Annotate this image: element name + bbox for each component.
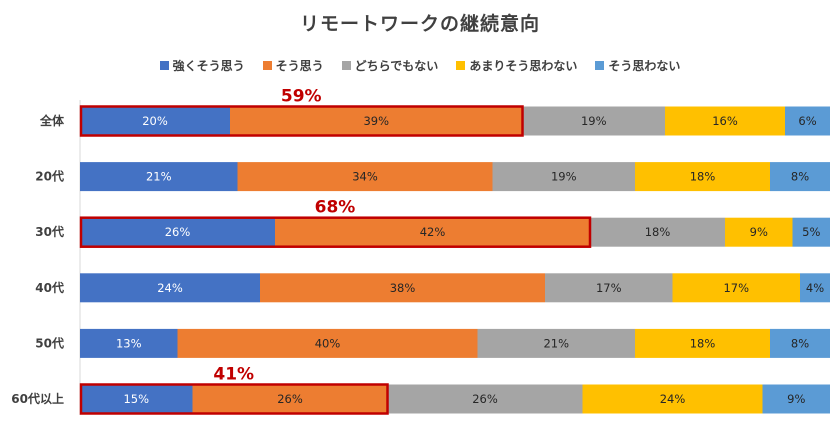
bar-segment: [792, 217, 830, 247]
data-label: 8%: [791, 170, 809, 184]
data-label: 4%: [806, 281, 824, 295]
bar-segment: [545, 273, 673, 303]
category-label: 40代: [35, 280, 64, 295]
highlight-box: [79, 383, 389, 415]
legend-item: 強くそう思う: [159, 57, 245, 74]
data-label: 38%: [390, 281, 416, 295]
bar-segment: [725, 217, 793, 247]
highlight-box: [79, 216, 592, 248]
data-label: 15%: [123, 392, 149, 406]
data-label: 13%: [116, 336, 142, 350]
category-label: 30代: [35, 224, 64, 239]
bar-segment: [582, 384, 763, 414]
data-label: 20%: [142, 114, 168, 128]
chart-legend: 強くそう思う そう思う どちらでもない あまりそう思わない そう思わない: [0, 57, 840, 74]
legend-label: どちらでもない: [354, 59, 439, 73]
highlight-label: 68%: [315, 198, 356, 218]
category-label: 50代: [35, 335, 64, 350]
data-label: 24%: [660, 392, 686, 406]
bar-segment: [192, 384, 388, 414]
legend-label: そう思わない: [608, 59, 681, 73]
bar-segment: [177, 328, 478, 358]
bar-segment: [762, 384, 830, 414]
bar-segment: [387, 384, 583, 414]
legend-swatch: [159, 61, 169, 70]
data-label: 26%: [277, 392, 303, 406]
legend-swatch: [341, 61, 351, 70]
bar-segment: [800, 273, 830, 303]
data-label: 18%: [645, 225, 671, 239]
legend-label: 強くそう思う: [172, 59, 245, 73]
chart-title: リモートワークの継続意向: [299, 13, 540, 35]
data-label: 24%: [157, 281, 183, 295]
legend-swatch: [262, 61, 272, 70]
data-label: 17%: [596, 281, 622, 295]
bar-segment: [492, 162, 635, 192]
data-label: 21%: [543, 336, 569, 350]
bar-segment: [80, 384, 193, 414]
data-label: 18%: [690, 336, 716, 350]
legend-item: どちらでもない: [341, 57, 439, 74]
bar-segment: [230, 106, 523, 136]
bar-segment: [785, 106, 830, 136]
highlight-label: 59%: [281, 87, 322, 107]
bar-segment: [80, 217, 275, 247]
category-label: 全体: [39, 113, 65, 128]
bar-segment: [590, 217, 725, 247]
legend-item: そう思う: [262, 57, 324, 74]
bar-segment: [275, 217, 590, 247]
bar-segment: [477, 328, 635, 358]
data-label: 42%: [420, 225, 446, 239]
bar-segment: [260, 273, 545, 303]
bar-segment: [80, 162, 238, 192]
category-label: 20代: [35, 169, 64, 184]
bar-segment: [770, 328, 830, 358]
legend-label: そう思う: [275, 59, 324, 73]
data-label: 19%: [551, 170, 577, 184]
bar-segment: [80, 106, 230, 136]
data-label: 8%: [791, 336, 809, 350]
data-label: 6%: [798, 114, 816, 128]
legend-swatch: [595, 61, 605, 70]
bar-segment: [665, 106, 785, 136]
data-label: 5%: [802, 225, 820, 239]
legend-label: あまりそう思わない: [469, 59, 578, 73]
bar-segment: [80, 328, 178, 358]
data-label: 19%: [581, 114, 607, 128]
bar-segment: [522, 106, 665, 136]
bar-segment: [635, 328, 770, 358]
legend-item: そう思わない: [595, 57, 680, 74]
data-label: 26%: [472, 392, 498, 406]
data-label: 34%: [352, 170, 378, 184]
data-label: 16%: [712, 114, 738, 128]
bar-segment: [635, 162, 770, 192]
bar-segment: [237, 162, 493, 192]
bar-segment: [80, 273, 260, 303]
data-label: 9%: [750, 225, 768, 239]
data-label: 9%: [787, 392, 805, 406]
highlight-label: 41%: [213, 365, 254, 385]
data-label: 18%: [690, 170, 716, 184]
data-label: 26%: [165, 225, 191, 239]
category-label: 60代以上: [11, 391, 64, 406]
highlight-box: [79, 105, 524, 137]
data-label: 40%: [315, 336, 341, 350]
data-label: 39%: [363, 114, 389, 128]
legend-item: あまりそう思わない: [456, 57, 577, 74]
bar-segment: [770, 162, 830, 192]
data-label: 21%: [146, 170, 172, 184]
data-label: 17%: [723, 281, 749, 295]
legend-swatch: [456, 61, 466, 70]
bar-segment: [672, 273, 800, 303]
